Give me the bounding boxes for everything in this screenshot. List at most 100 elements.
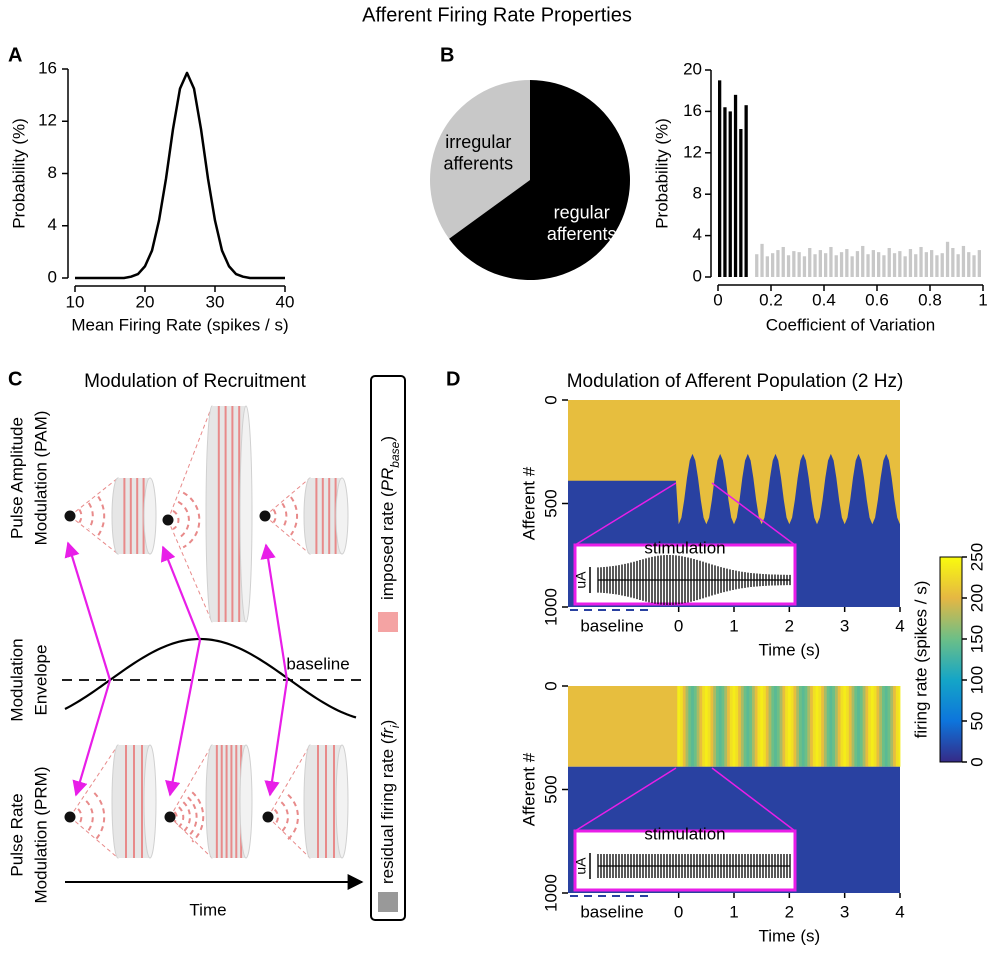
x-tick-label: 0 bbox=[674, 902, 683, 921]
cone-edge bbox=[69, 515, 119, 555]
histogram-bar bbox=[834, 255, 838, 277]
x-tick-label: 0.6 bbox=[865, 290, 889, 309]
y-tick-label: 12 bbox=[38, 111, 57, 130]
pie-label: regular afferents bbox=[547, 202, 617, 244]
x-tick-label: 1 bbox=[729, 616, 738, 635]
inset-connector bbox=[711, 767, 796, 832]
histogram-bar bbox=[871, 250, 875, 277]
legend-label: residual firing rate (fri) bbox=[378, 720, 402, 884]
cone-edge bbox=[169, 816, 213, 859]
histogram-bar bbox=[930, 250, 934, 277]
histogram-bar bbox=[723, 107, 727, 277]
heat-cell bbox=[713, 686, 717, 767]
heat-cell bbox=[707, 686, 711, 767]
x-tick-label: 0.8 bbox=[918, 290, 942, 309]
panel-letter: A bbox=[8, 44, 22, 66]
panel-letter: B bbox=[440, 44, 454, 66]
heat-cell bbox=[898, 686, 901, 767]
heat-cell bbox=[879, 686, 883, 767]
inset-connector bbox=[574, 767, 677, 832]
heat-cell bbox=[724, 686, 728, 767]
y-tick-label: 0 bbox=[541, 395, 560, 404]
x-axis-label: Time (s) bbox=[758, 640, 820, 659]
heat-cell bbox=[716, 686, 720, 767]
x-tick-label: 2 bbox=[785, 616, 794, 635]
fiber-end bbox=[335, 744, 349, 859]
heat-cell bbox=[837, 686, 841, 767]
heat-cell bbox=[787, 686, 792, 767]
histogram-bar bbox=[919, 246, 923, 277]
y-tick-label: 0 bbox=[48, 267, 57, 286]
baseline-label: baseline bbox=[580, 616, 643, 635]
x-tick-label: 2 bbox=[785, 902, 794, 921]
x-tick-label: 1 bbox=[978, 290, 987, 309]
heat-cell bbox=[754, 686, 758, 767]
row-label: Modulation (PAM) bbox=[31, 411, 50, 546]
histogram-bar bbox=[866, 254, 870, 277]
histogram-bar bbox=[887, 248, 891, 277]
x-tick-label: 4 bbox=[895, 616, 904, 635]
heat-cell bbox=[704, 686, 709, 767]
wavefront bbox=[172, 509, 180, 531]
fiber-end bbox=[143, 744, 157, 859]
colorbar-label: firing rate (spikes / s) bbox=[911, 581, 930, 739]
heat-cell bbox=[815, 686, 819, 767]
heat-cell bbox=[710, 686, 714, 767]
heat-cell bbox=[840, 686, 844, 767]
histogram-bar bbox=[824, 253, 828, 277]
heat-cell bbox=[702, 686, 706, 767]
y-tick-label: 16 bbox=[683, 101, 702, 120]
heat-cell bbox=[749, 686, 753, 767]
curve bbox=[75, 71, 285, 280]
wavefront bbox=[85, 800, 94, 834]
histogram-bar bbox=[760, 243, 764, 277]
heat-cell bbox=[799, 686, 803, 767]
wavefront bbox=[287, 794, 299, 840]
x-tick-label: 3 bbox=[840, 902, 849, 921]
legend-box bbox=[370, 375, 406, 921]
fiber-end bbox=[239, 744, 253, 859]
cone-edge bbox=[264, 477, 311, 517]
heat-cell bbox=[776, 686, 781, 767]
colorbar-tick-label: 0 bbox=[967, 757, 986, 766]
fiber-end bbox=[143, 477, 157, 555]
heat-cell bbox=[851, 686, 855, 767]
histogram-bar bbox=[956, 254, 960, 277]
heat-cell bbox=[785, 686, 789, 767]
modulation-envelope bbox=[64, 637, 357, 719]
x-axis-label: Mean Firing Rate (spikes / s) bbox=[71, 315, 288, 334]
heat-cell bbox=[765, 686, 769, 767]
histogram-bar bbox=[845, 249, 849, 277]
wavefront bbox=[87, 502, 94, 530]
inset-connector bbox=[711, 482, 796, 546]
heat-cell bbox=[696, 686, 700, 767]
y-tick-label: 8 bbox=[693, 184, 702, 203]
x-tick-label: 0 bbox=[674, 616, 683, 635]
heat-cell bbox=[818, 686, 822, 767]
heat-cell bbox=[691, 686, 695, 767]
histogram-bar bbox=[813, 254, 817, 277]
heat-cell bbox=[763, 686, 767, 767]
row-label: Envelope bbox=[31, 645, 50, 716]
y-tick-label: 1000 bbox=[541, 588, 560, 626]
heat-cell bbox=[782, 686, 786, 767]
heat-cell bbox=[829, 686, 833, 767]
heat-cell bbox=[768, 686, 772, 767]
histogram-bar bbox=[877, 252, 881, 277]
heat-cell bbox=[746, 686, 750, 767]
pie-slice bbox=[430, 80, 530, 239]
heat-cell bbox=[843, 686, 847, 767]
mapping-arrow bbox=[260, 543, 289, 681]
histogram-bar bbox=[771, 253, 775, 277]
wavefront bbox=[273, 808, 279, 826]
y-axis-label: Probability (%) bbox=[9, 118, 28, 229]
histogram-bar bbox=[972, 255, 976, 277]
histogram-bar bbox=[861, 245, 865, 277]
wavefront bbox=[178, 806, 185, 828]
electrode bbox=[162, 514, 174, 526]
heat-cell bbox=[848, 686, 852, 767]
x-axis-label: Time (s) bbox=[758, 926, 820, 945]
y-tick-label: 500 bbox=[541, 489, 560, 517]
heat-cell bbox=[807, 686, 811, 767]
histogram-bar bbox=[802, 256, 807, 277]
